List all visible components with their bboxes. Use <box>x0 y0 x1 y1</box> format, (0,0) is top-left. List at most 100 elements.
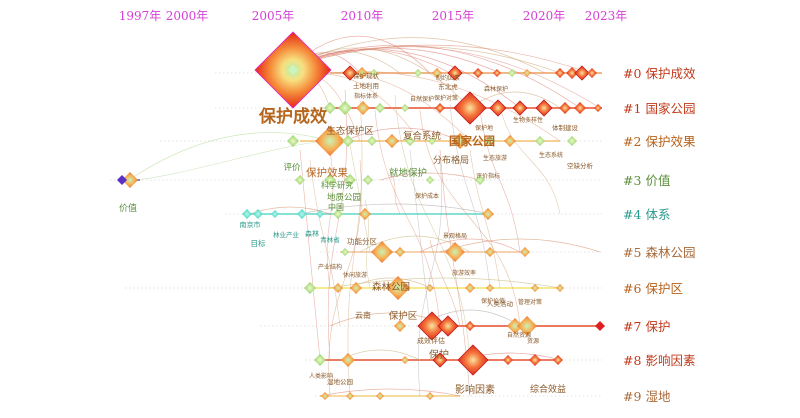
keyword-node[interactable] <box>304 282 316 294</box>
keyword-node[interactable] <box>503 355 513 365</box>
keyword-node[interactable] <box>426 392 434 400</box>
keyword-node[interactable] <box>508 69 516 77</box>
keyword-node[interactable] <box>556 284 564 292</box>
keyword-node[interactable] <box>333 209 343 219</box>
keyword-node[interactable] <box>338 101 352 115</box>
keyword-node[interactable] <box>426 284 434 292</box>
keyword-node[interactable] <box>363 175 373 185</box>
keyword-node[interactable] <box>465 321 475 331</box>
keyword-node[interactable] <box>346 392 354 400</box>
keyword-node[interactable] <box>341 248 349 256</box>
year-axis: 1997年 2000年 2005年 2010年 2015年 2020年 2023年 <box>119 9 628 23</box>
keyword-node[interactable] <box>375 103 385 113</box>
keyword-node[interactable] <box>567 136 577 146</box>
keyword-node[interactable] <box>507 318 523 334</box>
keyword-node[interactable] <box>452 133 468 149</box>
keyword-node[interactable] <box>482 208 494 220</box>
keyword-node[interactable] <box>523 69 531 77</box>
keyword-node[interactable] <box>271 210 279 218</box>
keyword-node[interactable] <box>517 316 537 336</box>
keyword-node[interactable] <box>117 175 127 185</box>
keyword-node[interactable] <box>486 284 494 292</box>
co-occurrence-link <box>292 44 581 109</box>
keyword-node[interactable] <box>376 392 384 400</box>
year-tick-label: 2010年 <box>341 9 384 23</box>
keyword-node[interactable] <box>321 392 329 400</box>
keyword-label: 保护成本 <box>415 192 439 200</box>
keyword-node[interactable] <box>417 311 447 341</box>
keyword-node[interactable] <box>371 241 393 263</box>
keyword-node[interactable] <box>386 276 410 300</box>
keyword-node[interactable] <box>493 69 501 77</box>
keyword-node[interactable] <box>595 321 605 331</box>
keyword-node[interactable] <box>465 283 475 293</box>
keyword-node[interactable] <box>356 67 368 79</box>
keyword-node[interactable] <box>504 135 516 147</box>
keyword-node[interactable] <box>535 136 545 146</box>
keyword-node[interactable] <box>529 354 541 366</box>
keyword-node[interactable] <box>394 320 406 332</box>
keyword-node[interactable] <box>447 65 463 81</box>
hub-node-core[interactable] <box>288 65 298 75</box>
keyword-node[interactable] <box>297 209 307 219</box>
keyword-node[interactable] <box>574 102 586 114</box>
keyword-node[interactable] <box>356 101 370 115</box>
keyword-label: 复合系统 <box>403 130 442 142</box>
keyword-node[interactable] <box>553 355 563 365</box>
keyword-node[interactable] <box>350 282 362 294</box>
keyword-node[interactable] <box>122 172 138 188</box>
keyword-node[interactable] <box>370 69 378 77</box>
keyword-node[interactable] <box>473 68 483 78</box>
keyword-node[interactable] <box>395 247 405 257</box>
keyword-node[interactable] <box>485 136 495 146</box>
keyword-node[interactable] <box>342 65 358 81</box>
keyword-node[interactable] <box>475 175 485 185</box>
keyword-node[interactable] <box>342 135 354 147</box>
keyword-label: 制约因素 <box>436 74 460 82</box>
keyword-node[interactable] <box>287 135 299 147</box>
keyword-node[interactable] <box>566 67 578 79</box>
keyword-node[interactable] <box>401 104 409 112</box>
keyword-node[interactable] <box>435 103 445 113</box>
keyword-node[interactable] <box>489 99 507 117</box>
keyword-node[interactable] <box>587 68 597 78</box>
keyword-node[interactable] <box>531 284 539 292</box>
keyword-node[interactable] <box>512 100 528 116</box>
keyword-node[interactable] <box>316 210 324 218</box>
keyword-node[interactable] <box>401 356 409 364</box>
keyword-node[interactable] <box>324 102 336 114</box>
keyword-node[interactable] <box>485 247 495 257</box>
keyword-node[interactable] <box>432 352 448 368</box>
keyword-node[interactable] <box>445 242 465 262</box>
keyword-node[interactable] <box>453 91 487 125</box>
keyword-node[interactable] <box>574 65 590 81</box>
keyword-label: 生态保护区 <box>326 125 374 137</box>
keyword-node[interactable] <box>242 209 252 219</box>
keyword-node[interactable] <box>385 134 399 148</box>
keyword-node[interactable] <box>426 176 434 184</box>
keyword-node[interactable] <box>437 315 459 337</box>
year-tick-label: 2000年 <box>166 9 209 23</box>
keyword-node[interactable] <box>414 69 422 77</box>
cluster-label: #4 体系 <box>623 207 670 222</box>
keyword-node[interactable] <box>359 208 371 220</box>
keyword-node[interactable] <box>333 283 343 293</box>
keyword-node[interactable] <box>253 209 263 219</box>
keyword-node[interactable] <box>341 353 355 367</box>
keyword-node[interactable] <box>555 68 565 78</box>
keyword-node[interactable] <box>428 137 436 145</box>
keyword-node[interactable] <box>314 354 326 366</box>
keyword-node[interactable] <box>405 136 415 146</box>
keyword-node[interactable] <box>457 344 489 376</box>
keyword-node[interactable] <box>324 174 336 186</box>
keyword-node[interactable] <box>295 175 305 185</box>
keyword-node[interactable] <box>594 104 602 112</box>
keyword-node[interactable] <box>344 174 356 186</box>
keyword-node[interactable] <box>535 99 553 117</box>
keyword-node[interactable] <box>367 136 377 146</box>
keyword-node[interactable] <box>315 126 345 156</box>
co-occurrence-link <box>409 149 431 327</box>
keyword-node[interactable] <box>520 247 530 257</box>
keyword-node[interactable] <box>432 68 442 78</box>
keyword-node[interactable] <box>559 102 571 114</box>
